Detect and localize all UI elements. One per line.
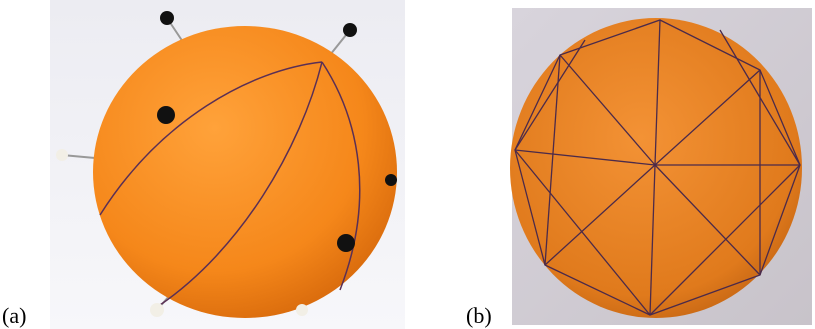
- seams-a: [99, 61, 361, 306]
- yarn-ball-a: [93, 26, 397, 318]
- panel-label: (a): [2, 303, 27, 328]
- pins-a: [56, 11, 397, 317]
- panel-label: (b): [466, 303, 492, 328]
- seams-b: [514, 19, 801, 316]
